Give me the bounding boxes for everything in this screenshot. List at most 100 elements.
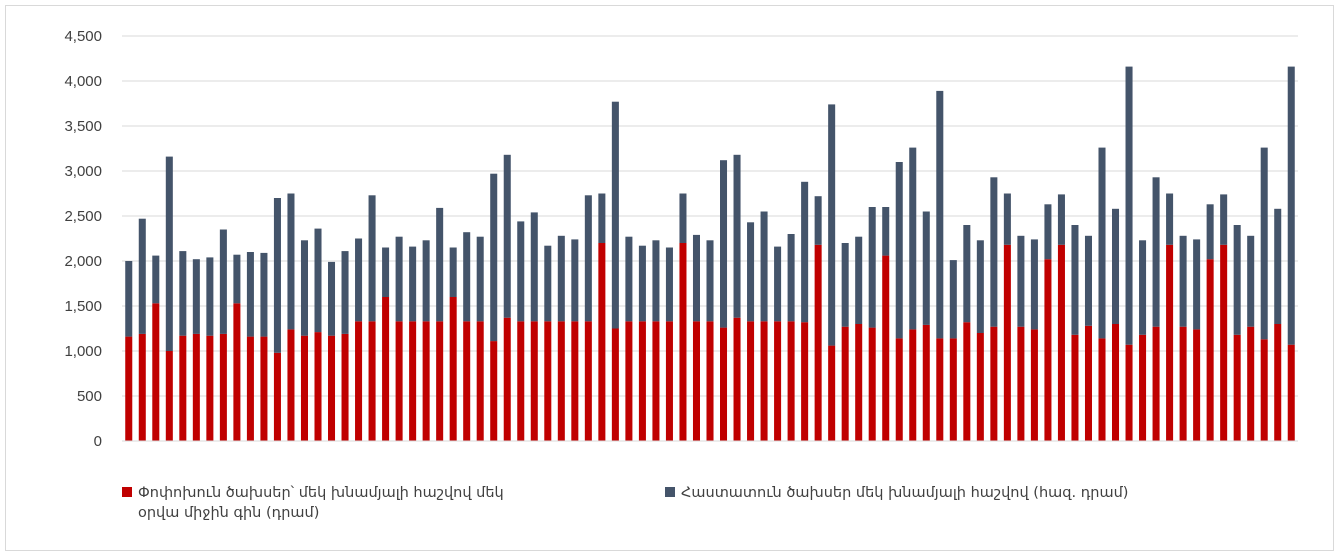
bar-fixed-costs — [801, 181, 809, 323]
bar-fixed-costs — [1084, 235, 1092, 326]
bar-variable-costs — [544, 321, 552, 441]
bar-fixed-costs — [1003, 193, 1011, 245]
bar-variable-costs — [463, 321, 471, 441]
bar-variable-costs — [314, 332, 322, 441]
bar-fixed-costs — [503, 154, 511, 318]
bar-fixed-costs — [328, 261, 336, 336]
bar-variable-costs — [1260, 339, 1268, 441]
bar-fixed-costs — [787, 234, 795, 322]
bar-fixed-costs — [1220, 194, 1228, 245]
bar-variable-costs — [1179, 326, 1187, 441]
bar-fixed-costs — [841, 243, 849, 327]
legend-label-variable-costs: Փոփոխուն ծախսեր՝ մեկ խնամյալի հաշվով մեկ… — [138, 485, 508, 521]
bar-variable-costs — [598, 243, 606, 441]
y-tick-label: 1,500 — [64, 298, 102, 315]
bar-variable-costs — [503, 317, 511, 441]
bar-fixed-costs — [1057, 194, 1065, 245]
bar-variable-costs — [828, 345, 836, 441]
bar-fixed-costs — [219, 229, 227, 334]
bar-fixed-costs — [260, 252, 268, 337]
bar-variable-costs — [1247, 326, 1255, 441]
bar-fixed-costs — [1166, 193, 1174, 245]
bar-fixed-costs — [990, 177, 998, 327]
bar-fixed-costs — [882, 207, 890, 256]
bar-fixed-costs — [355, 238, 363, 322]
bar-fixed-costs — [152, 255, 160, 304]
bar-variable-costs — [922, 324, 930, 441]
bar-fixed-costs — [1206, 204, 1214, 260]
bar-variable-costs — [125, 336, 133, 441]
bar-fixed-costs — [246, 252, 254, 337]
bar-variable-costs — [449, 297, 457, 441]
bar-fixed-costs — [611, 101, 619, 329]
bar-variable-costs — [152, 303, 160, 441]
bar-fixed-costs — [949, 260, 957, 339]
bar-fixed-costs — [1112, 208, 1120, 324]
bar-variable-costs — [219, 333, 227, 441]
bar-fixed-costs — [490, 173, 498, 342]
bar-fixed-costs — [395, 236, 403, 322]
bar-variable-costs — [638, 321, 646, 441]
bar-variable-costs — [855, 324, 863, 441]
bar-fixed-costs — [1017, 235, 1025, 327]
bar-fixed-costs — [517, 221, 525, 322]
legend-swatch-fixed-costs — [665, 487, 675, 497]
bar-fixed-costs — [314, 228, 322, 333]
bar-fixed-costs — [557, 235, 565, 322]
y-axis-tick-labels: 0 500 1,000 1,500 2,000 2,500 3,000 3,500 4,000 4… — [64, 28, 102, 450]
bar-fixed-costs — [638, 245, 646, 322]
bar-fixed-costs — [922, 211, 930, 325]
legend: Փոփոխուն ծախսեր՝ մեկ խնամյալի հաշվով մեկ… — [122, 485, 1128, 521]
bar-fixed-costs — [192, 259, 200, 334]
bar-variable-costs — [476, 321, 484, 441]
y-tick-label: 1,000 — [64, 343, 102, 360]
bar-variable-costs — [760, 321, 768, 441]
bar-fixed-costs — [544, 245, 552, 322]
bar-variable-costs — [976, 333, 984, 441]
bar-variable-costs — [1112, 324, 1120, 441]
bar-variable-costs — [801, 322, 809, 441]
bar-fixed-costs — [855, 236, 863, 324]
bar-variable-costs — [328, 335, 336, 441]
bar-variable-costs — [706, 321, 714, 441]
bar-fixed-costs — [1247, 235, 1255, 327]
bar-variable-costs — [557, 321, 565, 441]
y-tick-label: 2,500 — [64, 208, 102, 225]
bar-fixed-costs — [828, 104, 836, 346]
bar-fixed-costs — [1030, 239, 1038, 330]
bar-variable-costs — [1057, 244, 1065, 441]
bar-fixed-costs — [368, 195, 376, 322]
legend-swatch-variable-costs — [122, 487, 132, 497]
bar-variable-costs — [990, 326, 998, 441]
y-tick-label: 500 — [77, 388, 102, 405]
bar-variable-costs — [841, 326, 849, 441]
bar-variable-costs — [1098, 338, 1106, 441]
bar-fixed-costs — [449, 247, 457, 297]
bar-variable-costs — [273, 352, 281, 441]
bar-variable-costs — [165, 351, 173, 441]
bar-fixed-costs — [963, 225, 971, 323]
bar-variable-costs — [1233, 334, 1241, 441]
bar-variable-costs — [1287, 344, 1295, 441]
bar-variable-costs — [1003, 244, 1011, 441]
bar-variable-costs — [936, 338, 944, 441]
bar-variable-costs — [1084, 325, 1092, 441]
bar-fixed-costs — [584, 195, 592, 322]
bar-fixed-costs — [720, 160, 728, 328]
bar-fixed-costs — [1152, 177, 1160, 327]
bar-variable-costs — [1044, 259, 1052, 441]
bar-fixed-costs — [706, 240, 714, 322]
bar-variable-costs — [1206, 259, 1214, 441]
bar-variable-costs — [1152, 326, 1160, 441]
bar-fixed-costs — [1287, 66, 1295, 345]
bar-fixed-costs — [1098, 147, 1106, 339]
bar-variable-costs — [246, 336, 254, 441]
bar-fixed-costs — [733, 154, 741, 318]
bar-fixed-costs — [463, 232, 471, 322]
bar-variable-costs — [963, 322, 971, 441]
bar-fixed-costs — [868, 207, 876, 328]
bar-variable-costs — [814, 244, 822, 441]
bar-variable-costs — [1030, 329, 1038, 441]
bar-variable-costs — [1220, 244, 1228, 441]
